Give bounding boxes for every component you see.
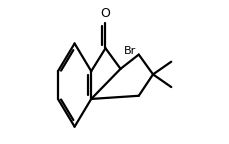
Text: O: O bbox=[100, 7, 110, 20]
Text: Br: Br bbox=[123, 46, 135, 56]
